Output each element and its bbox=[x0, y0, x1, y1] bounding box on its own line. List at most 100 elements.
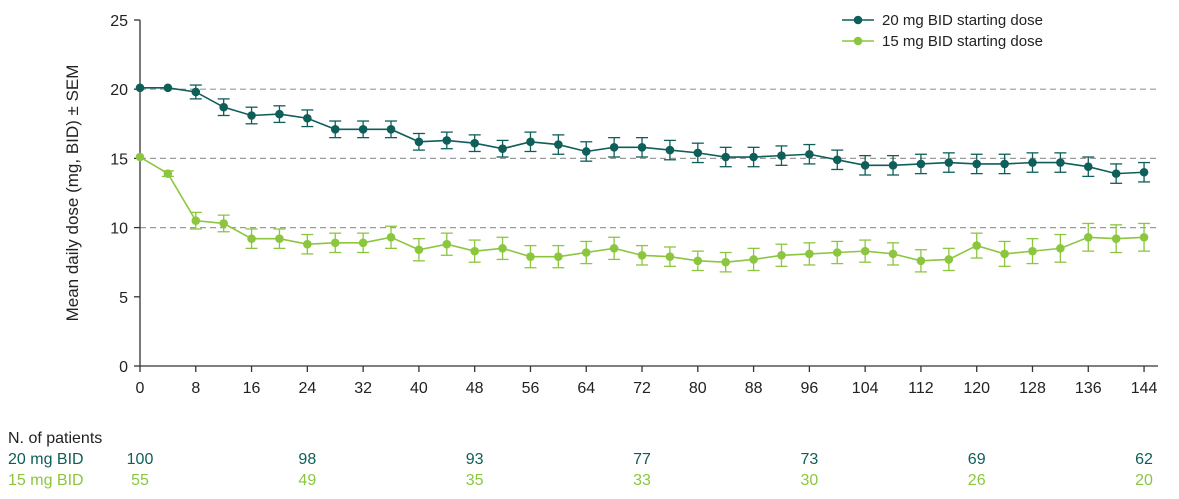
data-point bbox=[386, 232, 396, 242]
data-point bbox=[860, 161, 870, 170]
y-tick-labels: 0 5 10 15 20 25 bbox=[110, 13, 128, 376]
data-point bbox=[944, 158, 954, 167]
data-point bbox=[191, 216, 201, 225]
patients-count: 93 bbox=[465, 451, 484, 468]
patients-count: 33 bbox=[633, 472, 651, 489]
data-point bbox=[1056, 244, 1065, 253]
y-tick-label: 25 bbox=[110, 13, 128, 30]
data-point bbox=[1139, 167, 1149, 177]
data-point bbox=[1083, 162, 1093, 172]
patients-count: 73 bbox=[800, 451, 819, 468]
data-point bbox=[330, 125, 340, 134]
data-point bbox=[247, 111, 256, 120]
data-point bbox=[749, 152, 758, 162]
data-point bbox=[777, 151, 786, 160]
patients-count: 69 bbox=[967, 451, 986, 468]
patients-count: 49 bbox=[298, 472, 317, 489]
data-point bbox=[665, 252, 675, 261]
x-tick-label: 88 bbox=[745, 380, 763, 397]
series-layer bbox=[135, 83, 1151, 273]
patients-row-label: 15 mg BID bbox=[8, 472, 84, 489]
patients-count: 100 bbox=[126, 451, 154, 468]
data-point bbox=[135, 83, 145, 93]
data-point bbox=[972, 159, 982, 169]
x-tick-label: 0 bbox=[136, 380, 145, 397]
data-point bbox=[1000, 249, 1009, 259]
patients-count: 98 bbox=[298, 451, 317, 468]
data-point bbox=[693, 256, 703, 266]
x-tick-label: 40 bbox=[410, 380, 428, 397]
data-point bbox=[581, 248, 591, 257]
data-point bbox=[609, 143, 619, 152]
legend-label: 15 mg BID starting dose bbox=[882, 33, 1043, 50]
data-point bbox=[581, 147, 591, 156]
data-point bbox=[888, 161, 898, 170]
x-tick-label: 32 bbox=[354, 380, 372, 397]
data-point bbox=[554, 140, 563, 149]
patients-row-label: 20 mg BID bbox=[8, 451, 84, 468]
data-point bbox=[693, 148, 703, 158]
x-tick-label: 144 bbox=[1131, 380, 1158, 397]
x-tick-label: 128 bbox=[1019, 380, 1046, 397]
data-point bbox=[191, 87, 201, 97]
data-point bbox=[247, 234, 256, 243]
data-point bbox=[944, 255, 954, 264]
data-point bbox=[554, 252, 563, 261]
legend: 20 mg BID starting dose 15 mg BID startin… bbox=[842, 12, 1043, 50]
y-tick-label: 0 bbox=[119, 359, 128, 376]
data-point bbox=[1000, 159, 1009, 169]
patients-count: 55 bbox=[131, 472, 149, 489]
data-point bbox=[1083, 232, 1093, 242]
data-point bbox=[637, 143, 647, 152]
data-point bbox=[163, 83, 173, 93]
x-tick-label: 96 bbox=[800, 380, 818, 397]
data-point bbox=[777, 250, 786, 260]
x-tick-label: 72 bbox=[633, 380, 651, 397]
data-point bbox=[442, 239, 452, 249]
data-point bbox=[916, 159, 926, 169]
data-point bbox=[219, 219, 228, 228]
data-point bbox=[275, 234, 284, 243]
data-point bbox=[330, 238, 340, 248]
patients-count: 20 bbox=[1135, 472, 1153, 489]
data-point bbox=[860, 246, 870, 256]
data-point bbox=[1028, 158, 1037, 167]
x-tick-label: 48 bbox=[466, 380, 484, 397]
patients-count: 30 bbox=[800, 472, 819, 489]
patients-count: 77 bbox=[633, 451, 651, 468]
data-point bbox=[832, 155, 842, 165]
series-20mg bbox=[135, 83, 1151, 184]
data-point bbox=[805, 249, 814, 259]
data-point bbox=[749, 255, 758, 264]
x-tick-label: 24 bbox=[298, 380, 316, 397]
data-point bbox=[358, 125, 368, 134]
data-point bbox=[916, 256, 926, 266]
data-point bbox=[303, 113, 312, 123]
series-line bbox=[140, 87, 1145, 175]
x-tick-label: 56 bbox=[522, 380, 540, 397]
data-point bbox=[442, 136, 452, 145]
x-tick-label: 104 bbox=[852, 380, 879, 397]
data-point bbox=[526, 252, 535, 261]
y-tick-label: 5 bbox=[119, 290, 128, 307]
y-axis-label: Mean daily dose (mg, BID) ± SEM bbox=[63, 65, 82, 322]
data-point bbox=[470, 138, 479, 148]
data-point bbox=[665, 145, 675, 155]
data-point bbox=[498, 144, 507, 154]
data-point bbox=[1111, 234, 1121, 243]
patients-count: 62 bbox=[1135, 451, 1153, 468]
data-point bbox=[1056, 158, 1065, 167]
data-point bbox=[358, 238, 368, 248]
legend-swatch-marker bbox=[853, 15, 863, 25]
data-point bbox=[386, 125, 396, 134]
y-tick-label: 10 bbox=[110, 221, 128, 238]
series-15mg bbox=[135, 152, 1151, 273]
y-tick-label: 15 bbox=[110, 151, 128, 168]
data-point bbox=[303, 239, 312, 249]
x-tick-label: 8 bbox=[191, 380, 200, 397]
data-point bbox=[219, 102, 228, 112]
data-point bbox=[414, 137, 424, 147]
data-point bbox=[414, 245, 424, 255]
x-tick-label: 120 bbox=[963, 380, 990, 397]
